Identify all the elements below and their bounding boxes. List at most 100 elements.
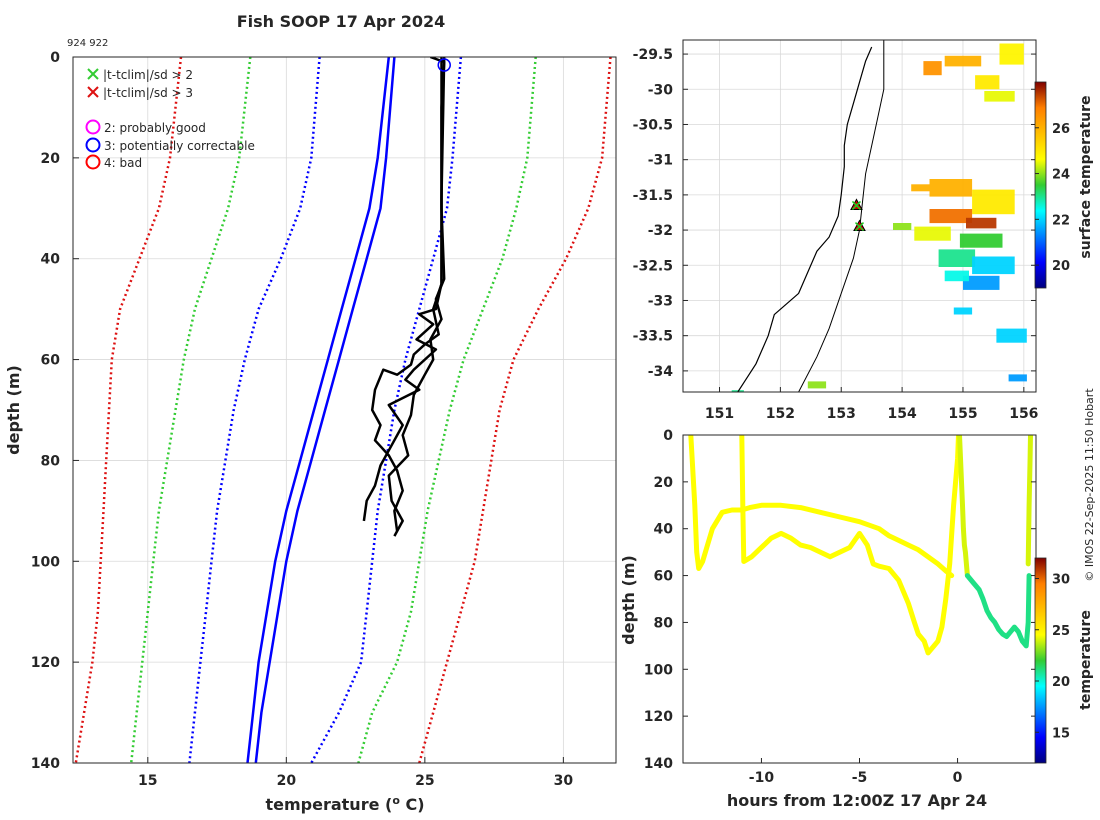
- legend-marker-sd3: [87, 86, 99, 98]
- section-track-3: [957, 435, 970, 579]
- map-xtick-label: 155: [948, 406, 977, 422]
- profile-ytick-label: 40: [41, 252, 61, 268]
- map-colorbar-ticks: 20 22 24 26: [1035, 122, 1070, 274]
- map-ytick-label: -31: [648, 153, 673, 169]
- map-xtick-label: 153: [827, 406, 856, 422]
- legend-sd2-text: |t-tclim|/sd > 2: [103, 68, 193, 82]
- sst-cell: [972, 189, 1015, 215]
- section-xtick-label: -5: [852, 770, 868, 786]
- map-ytick-label: -30: [648, 82, 674, 98]
- station-cross: [854, 222, 865, 232]
- map-colorbar-tick-label: 20: [1052, 259, 1070, 274]
- profile-xtick-label: 20: [277, 773, 297, 789]
- map-colorbar-tick-label: 22: [1052, 213, 1070, 228]
- sst-cell: [959, 233, 1003, 248]
- section-track-1: [688, 435, 955, 579]
- sst-cell: [975, 75, 1000, 90]
- sst-cell: [944, 55, 982, 67]
- clim-line-mean-2sd: [310, 57, 463, 763]
- section-ytick-label: 80: [654, 615, 674, 631]
- map-plot: 151 152 153 154 155 156 -29.5 -30 -30.5 -31 -31.5 -…: [633, 39, 1096, 582]
- profile-axes-box: [72, 56, 617, 764]
- clim-line-clim-mean-1sd: [246, 57, 391, 763]
- sst-cell: [923, 61, 942, 76]
- map-colorbar: [1034, 81, 1047, 289]
- profile-xlabel-main: temperature (: [265, 795, 392, 814]
- profile-xlabel-tail: C): [400, 795, 425, 814]
- sst-cell: [972, 256, 1015, 275]
- profile-ytick-label: 60: [41, 353, 61, 369]
- map-ytick-label: -30.5: [633, 117, 673, 133]
- section-colorbar-tick-label: 15: [1052, 726, 1070, 741]
- legend-flag3-text: 3: potentially correctable: [104, 139, 255, 153]
- sst-cell: [996, 328, 1027, 343]
- profile-axes-background: [73, 57, 616, 763]
- map-xtick-label: 154: [887, 406, 916, 422]
- map-colorbar-tick-label: 24: [1052, 168, 1070, 183]
- sst-cell: [966, 217, 997, 229]
- map-ytick-label: -29.5: [633, 47, 673, 63]
- sst-cell: [911, 184, 930, 192]
- legend-marker-flag4: [85, 154, 101, 170]
- coastline: [737, 46, 873, 392]
- profile-ylabel: depth (m): [4, 365, 23, 455]
- legend-marker-sd2: [87, 68, 99, 80]
- profile-ticks: 15 20 25 30 0 20 40 60 80 100 120 140: [31, 50, 574, 789]
- legend-sd3-text: |t-tclim|/sd > 3: [103, 86, 193, 100]
- section-ytick-label: 60: [654, 569, 674, 585]
- profile-xlabel-sup: o: [392, 794, 400, 807]
- map-xtick-label: 156: [1009, 406, 1038, 422]
- profile-xtick-label: 15: [138, 773, 157, 789]
- section-colorbar-ticks: 15 20 25 30: [1035, 573, 1070, 741]
- map-ytick-label: -34: [648, 364, 674, 380]
- section-ytick-label: 0: [663, 428, 673, 444]
- legend-flag4-text: 4: bad: [104, 156, 142, 170]
- section-xtick-label: -10: [749, 770, 775, 786]
- profile-flag-markers: [437, 58, 451, 72]
- sst-cell: [938, 249, 976, 267]
- section-colorbar-label: temperature: [1078, 610, 1094, 710]
- section-colorbar-tick-label: 20: [1052, 675, 1070, 690]
- profile-ytick-label: 140: [31, 756, 60, 772]
- temperature-profiles: [362, 57, 446, 537]
- profile-flag-marker: [437, 58, 451, 72]
- section-tracks: [688, 435, 1033, 656]
- clim-line-clim-mean-1sd: [254, 57, 396, 763]
- sst-cell: [944, 270, 969, 282]
- section-xlabel: hours from 12:00Z 17 Apr 24: [727, 791, 987, 810]
- station-cross: [851, 200, 861, 210]
- section-ytick-label: 20: [654, 475, 674, 491]
- clim-line-mean-4sd: [418, 57, 612, 763]
- map-coastline: [737, 40, 885, 392]
- sst-cell: [1008, 374, 1027, 382]
- climatology-lines: [74, 57, 612, 763]
- shelf-isobath: [798, 40, 885, 392]
- map-ytick-label: -33: [648, 293, 673, 309]
- sst-cell: [893, 223, 912, 230]
- legend-flag2-text: 2: probably good: [104, 121, 206, 135]
- copyright-text: © IMOS 22-Sep-2025 11:50 Hobart: [1083, 388, 1096, 582]
- map-ytick-label: -32.5: [633, 258, 673, 274]
- sst-cell: [807, 381, 827, 389]
- clim-line-mean-3sd: [357, 57, 537, 763]
- map-ytick-label: -32: [648, 223, 673, 239]
- profile-ytick-label: 0: [50, 50, 60, 66]
- profile-cast-3: [370, 57, 446, 532]
- map-colorbar-label: surface temperature: [1078, 95, 1094, 258]
- map-ticks: 151 152 153 154 155 156 -29.5 -30 -30.5 -31 -31.5 -…: [633, 47, 1039, 422]
- section-track-4: [964, 573, 1032, 649]
- profile-ytick-label: 80: [41, 453, 61, 469]
- section-plot: -10 -5 0 0 20 40 60 80 100 120 140 15 20 25 30 temper…: [619, 428, 1094, 810]
- profile-ytick-label: 120: [31, 655, 60, 671]
- profile-xtick-label: 25: [415, 773, 434, 789]
- section-xtick-label: 0: [953, 770, 963, 786]
- section-track-2: [739, 435, 961, 656]
- clim-line-mean-3sd: [129, 57, 252, 763]
- map-ytick-label: -33.5: [633, 329, 673, 345]
- map-xtick-label: 151: [705, 406, 734, 422]
- map-ytick-label: -31.5: [633, 188, 673, 204]
- profile-legend: |t-tclim|/sd > 2 |t-tclim|/sd > 3 2: pro…: [85, 68, 255, 170]
- sst-cell: [929, 209, 973, 224]
- sst-cell: [929, 179, 973, 197]
- map-sst-cells: [731, 43, 1027, 392]
